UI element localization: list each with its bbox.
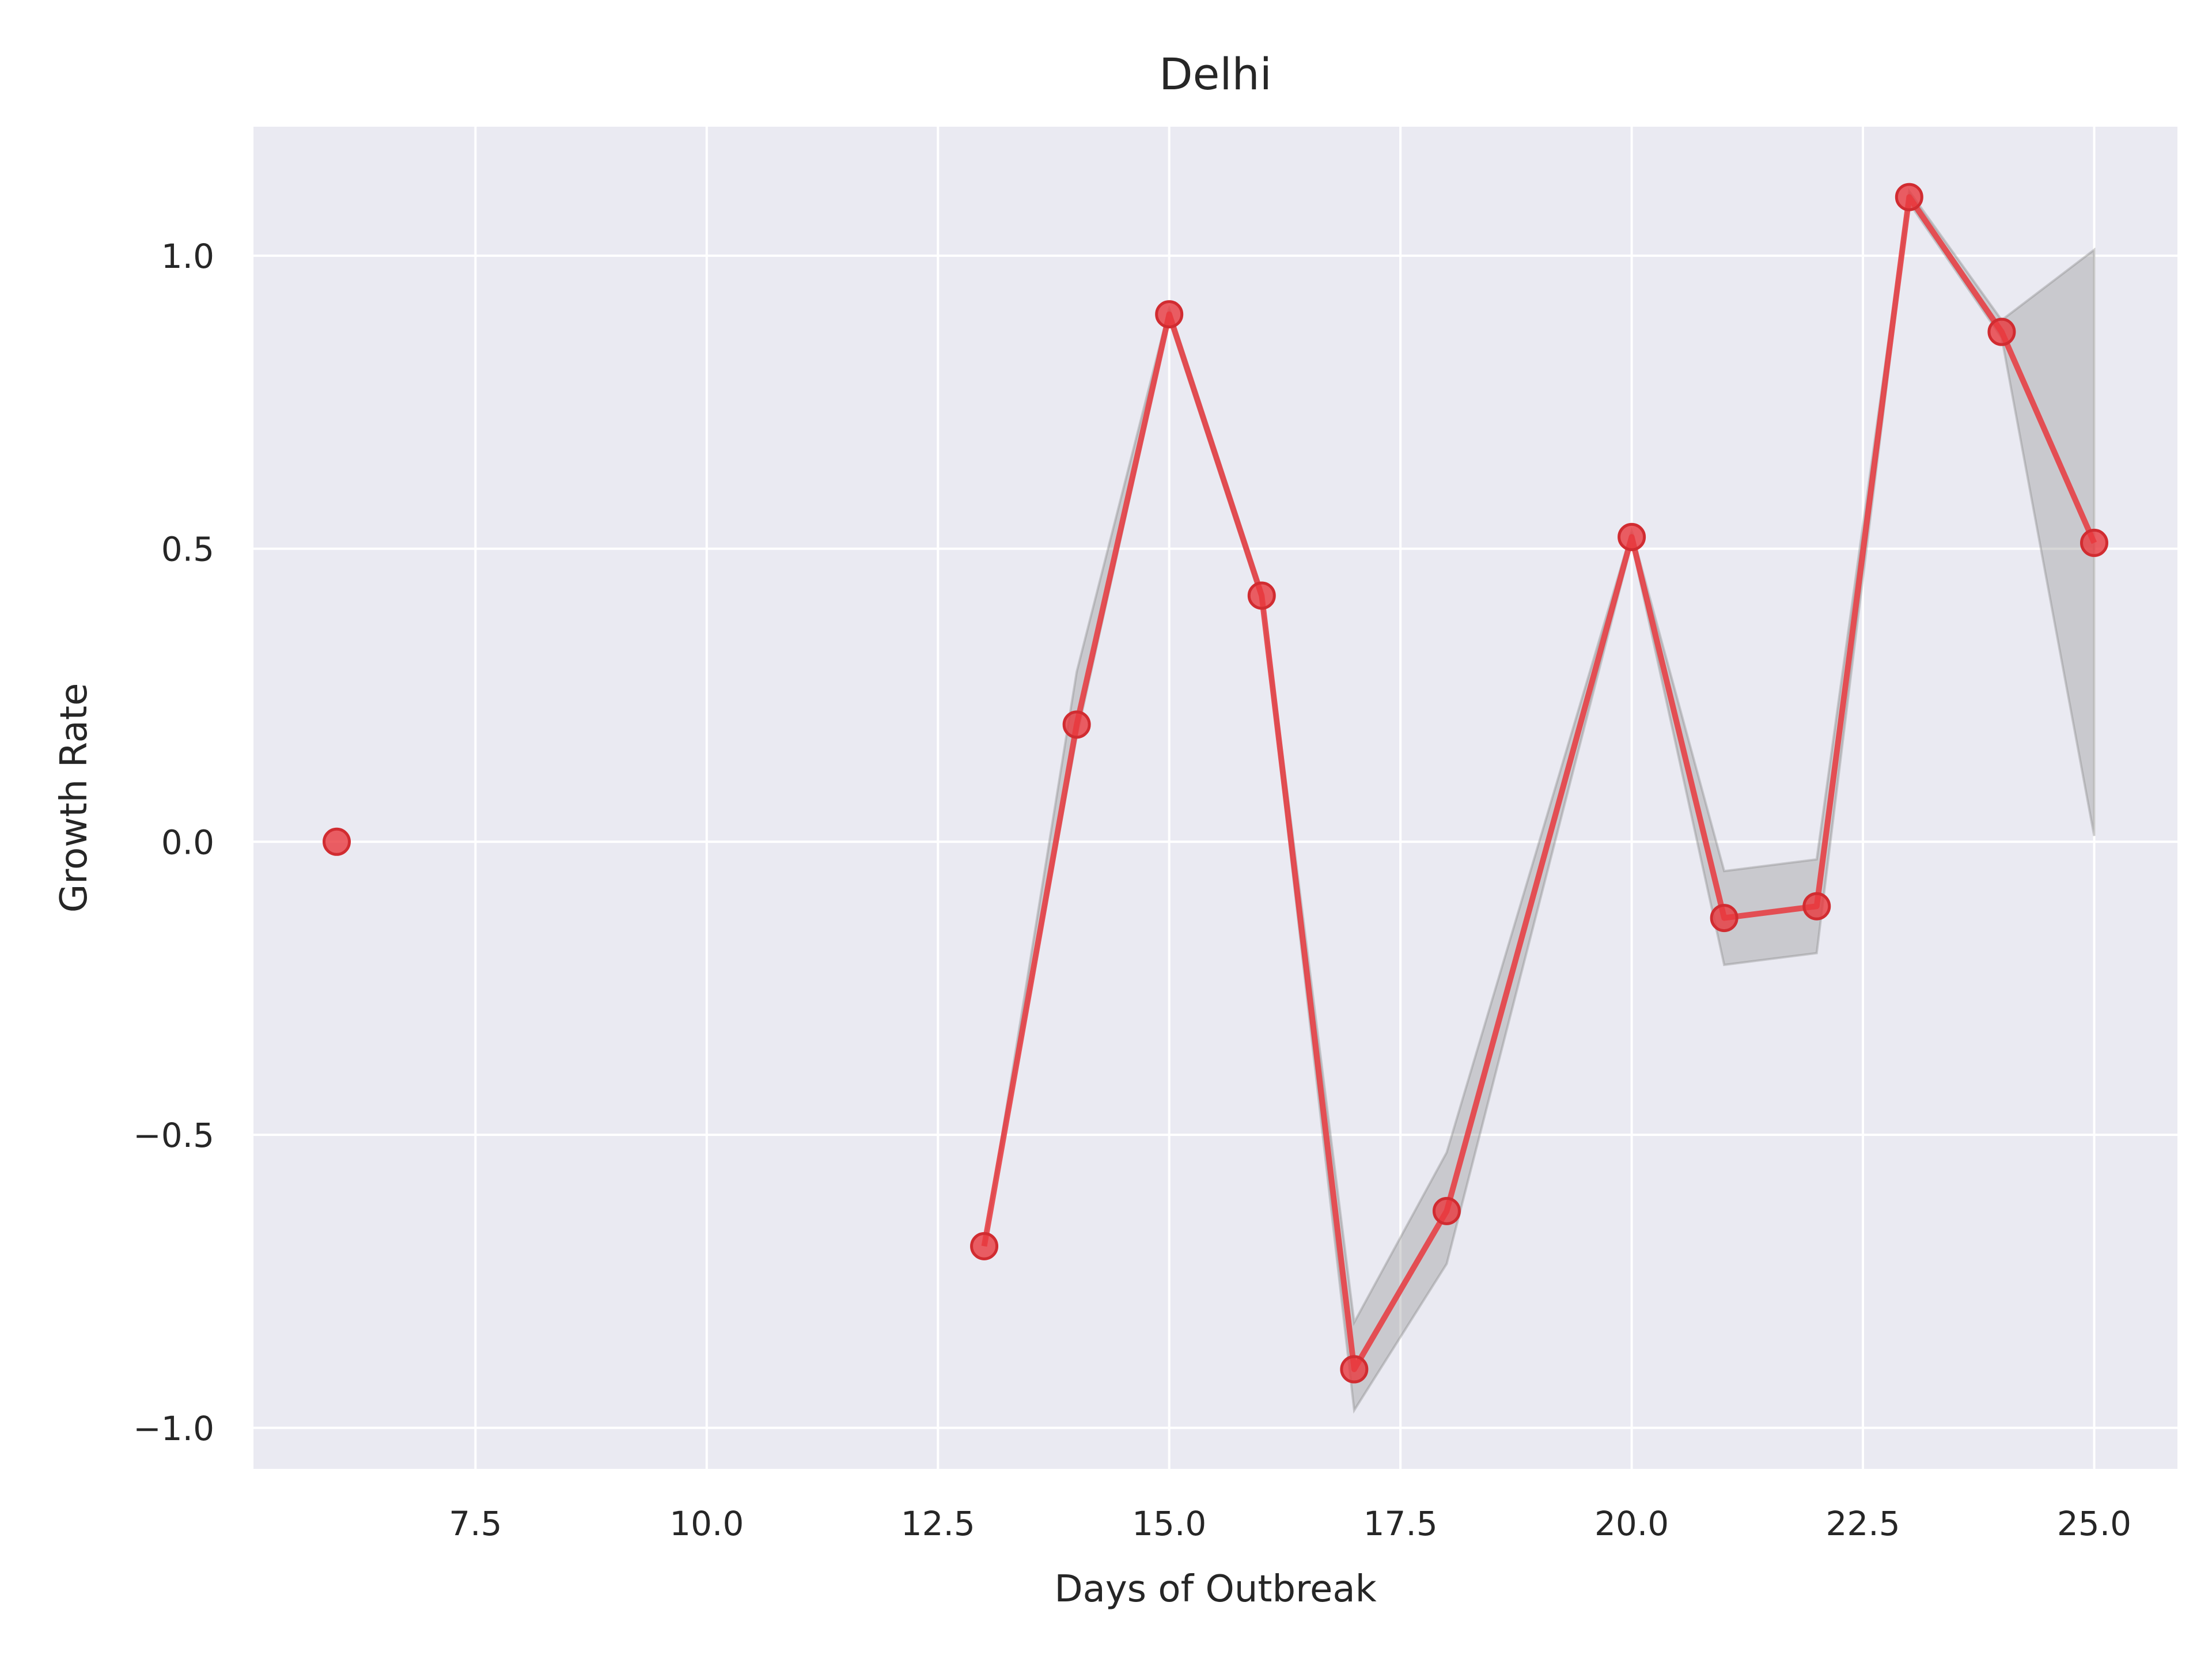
x-tick-label: 12.5 bbox=[901, 1504, 975, 1543]
data-point bbox=[970, 1232, 999, 1260]
y-tick-label: 0.5 bbox=[161, 530, 214, 569]
y-tick-label: 0.0 bbox=[161, 823, 214, 862]
x-tick-label: 22.5 bbox=[1825, 1504, 1900, 1543]
x-tick-label: 15.0 bbox=[1132, 1504, 1206, 1543]
data-point bbox=[1432, 1196, 1461, 1225]
data-point bbox=[1247, 581, 1276, 610]
series-line bbox=[981, 194, 2097, 1373]
data-point bbox=[1340, 1355, 1369, 1384]
chart-title: Delhi bbox=[1159, 48, 1272, 100]
data-point bbox=[1802, 892, 1831, 921]
x-axis-label: Days of Outbreak bbox=[1054, 1568, 1376, 1611]
data-point bbox=[1895, 183, 1923, 211]
plot-background bbox=[253, 127, 2177, 1469]
grid bbox=[253, 127, 2177, 1469]
y-axis-label: Growth Rate bbox=[53, 683, 96, 913]
y-tick-label: 1.0 bbox=[161, 237, 214, 276]
x-tick-label: 10.0 bbox=[669, 1504, 744, 1543]
data-point bbox=[1155, 300, 1184, 329]
x-tick-label: 25.0 bbox=[2057, 1504, 2131, 1543]
data-point bbox=[1618, 522, 1646, 551]
y-tick-label: −1.0 bbox=[133, 1409, 214, 1448]
data-point bbox=[323, 827, 351, 856]
x-tick-label: 20.0 bbox=[1594, 1504, 1669, 1543]
data-point bbox=[1062, 710, 1091, 739]
series-points bbox=[323, 183, 2108, 1384]
x-tick-label: 17.5 bbox=[1363, 1504, 1438, 1543]
y-tick-label: −0.5 bbox=[133, 1116, 214, 1155]
x-tick-label: 7.5 bbox=[449, 1504, 502, 1543]
x-axis-ticks: 7.5 10.0 12.5 15.0 17.5 20.0 22.5 25.0 bbox=[449, 1504, 2131, 1543]
data-point bbox=[2080, 528, 2108, 557]
series-lines bbox=[981, 194, 2097, 1373]
y-axis-ticks: −1.0 −0.5 0.0 0.5 1.0 bbox=[133, 237, 214, 1448]
data-point bbox=[1987, 317, 2016, 346]
data-point bbox=[1710, 904, 1738, 933]
